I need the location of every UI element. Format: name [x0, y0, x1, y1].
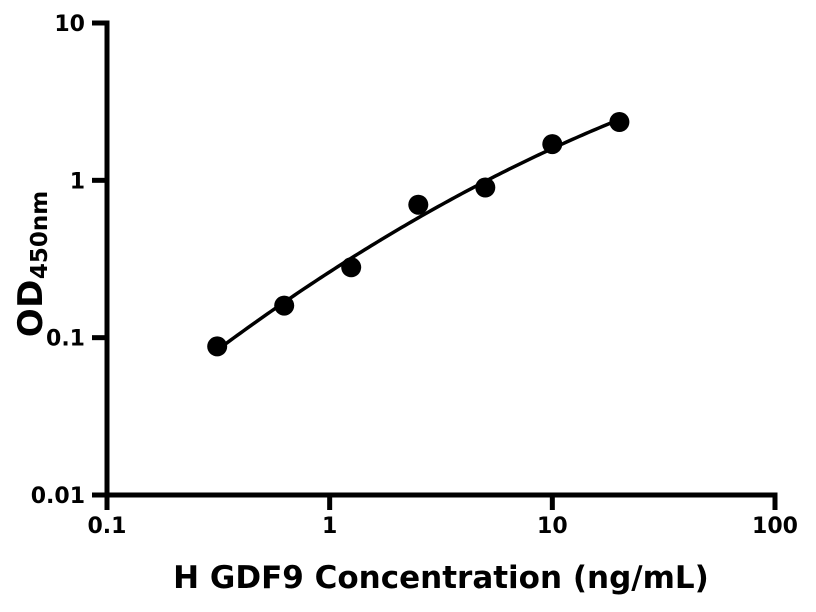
fit-curve	[215, 117, 622, 352]
data-point	[341, 257, 362, 278]
y-tick-label: 10	[54, 12, 85, 37]
x-tick-label: 0.1	[88, 514, 127, 539]
x-tick-label: 10	[537, 514, 568, 539]
y-axis-label-subscript: 450nm	[27, 190, 53, 280]
y-tick-label: 1	[70, 169, 85, 194]
x-axis-label: H GDF9 Concentration (ng/mL)	[173, 560, 709, 596]
data-point	[609, 112, 630, 132]
data-point	[207, 336, 228, 357]
y-tick-label: 0.1	[46, 327, 85, 352]
x-tick-label: 1	[322, 514, 337, 539]
data-point	[274, 295, 295, 316]
data-point	[542, 134, 563, 155]
data-point	[408, 194, 429, 215]
y-tick-label: 0.01	[31, 484, 85, 509]
y-axis-label: OD450nm	[11, 191, 53, 338]
x-tick-label: 100	[752, 514, 798, 539]
data-point	[475, 177, 496, 198]
y-axis-label-main: OD	[11, 279, 51, 338]
